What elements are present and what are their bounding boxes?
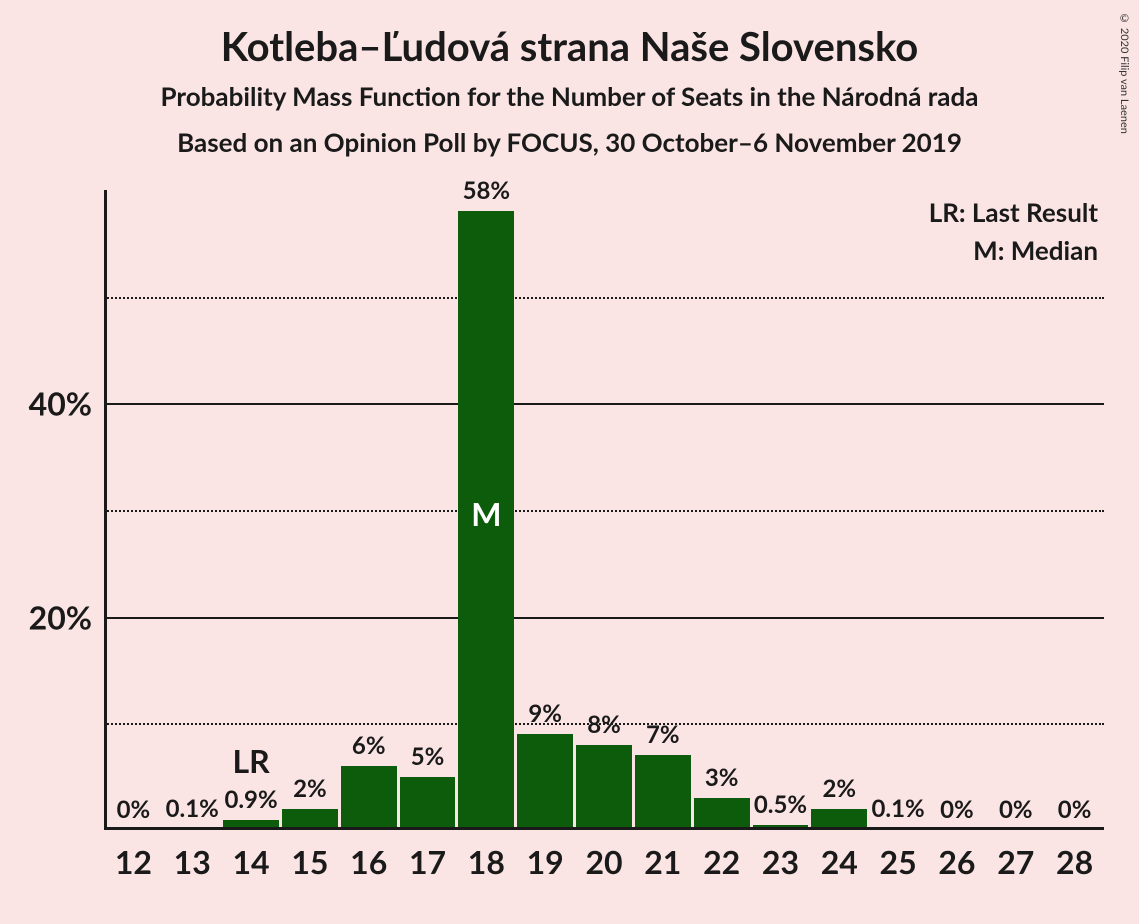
median-marker: M [471,494,501,533]
grid-major [104,403,1104,405]
bar-value-label: 0.1% [872,794,925,823]
x-tick-label: 19 [527,842,564,881]
x-tick-label: 21 [644,842,681,881]
x-tick-label: 13 [174,842,211,881]
x-tick-label: 18 [468,842,505,881]
x-tick-label: 26 [938,842,975,881]
bar-value-label: 58% [463,176,511,205]
x-tick-label: 12 [115,842,152,881]
bar-value-label: 7% [646,720,680,749]
bar-value-label: 2% [293,774,327,803]
x-tick-label: 20 [585,842,622,881]
legend: LR: Last Result M: Median [929,196,1098,266]
bar-value-label: 0% [999,795,1033,824]
x-tick-label: 22 [703,842,740,881]
bar-value-label: 3% [705,763,739,792]
y-tick-label: 20% [29,597,104,636]
grid-minor [104,510,1104,512]
bar-value-label: 0% [117,795,151,824]
chart-subtitle-1: Probability Mass Function for the Number… [0,80,1139,112]
bar-value-label: 6% [352,731,386,760]
bar-value-label: 0.5% [754,790,807,819]
y-axis-line [104,190,107,830]
bar-value-label: 0.1% [166,794,219,823]
copyright-text: © 2020 Filip van Laenen [1118,12,1131,134]
chart-subtitle-2: Based on an Opinion Poll by FOCUS, 30 Oc… [0,126,1139,158]
legend-lr: LR: Last Result [929,196,1098,228]
bar [576,745,632,830]
x-tick-label: 14 [232,842,269,881]
x-tick-label: 27 [997,842,1034,881]
bar [517,734,573,830]
bar-value-label: 0% [1058,795,1092,824]
bar [635,755,691,830]
x-tick-label: 15 [291,842,328,881]
bar-value-label: 9% [528,699,562,728]
bar-value-label: 5% [411,742,445,771]
bar-value-label: 0.9% [224,785,277,814]
bar-value-label: 8% [587,710,621,739]
x-tick-label: 23 [762,842,799,881]
x-tick-label: 25 [880,842,917,881]
x-tick-label: 16 [350,842,387,881]
grid-minor [104,297,1104,299]
x-tick-label: 24 [821,842,858,881]
x-axis-line [104,827,1104,830]
last-result-marker: LR [232,741,269,780]
bar [694,798,750,830]
bar [341,766,397,830]
grid-major [104,617,1104,619]
legend-m: M: Median [929,234,1098,266]
x-tick-label: 17 [409,842,446,881]
bar-value-label: 2% [822,774,856,803]
chart-title: Kotleba–Ľudová strana Naše Slovensko [0,0,1139,70]
bar [400,777,456,830]
y-tick-label: 40% [29,384,104,423]
x-tick-label: 28 [1056,842,1093,881]
bar-value-label: 0% [940,795,974,824]
pmf-bar-chart: 20%40%0%120.1%130.9%142%156%165%1758%189… [104,190,1104,830]
